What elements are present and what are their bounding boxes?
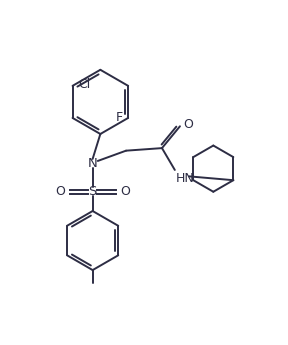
Text: N: N bbox=[88, 157, 98, 170]
Text: O: O bbox=[55, 185, 65, 198]
Text: S: S bbox=[88, 185, 97, 198]
Text: O: O bbox=[183, 118, 193, 131]
Text: F: F bbox=[115, 111, 122, 125]
Text: Cl: Cl bbox=[78, 78, 90, 91]
Text: O: O bbox=[120, 185, 130, 198]
Text: HN: HN bbox=[176, 172, 195, 186]
